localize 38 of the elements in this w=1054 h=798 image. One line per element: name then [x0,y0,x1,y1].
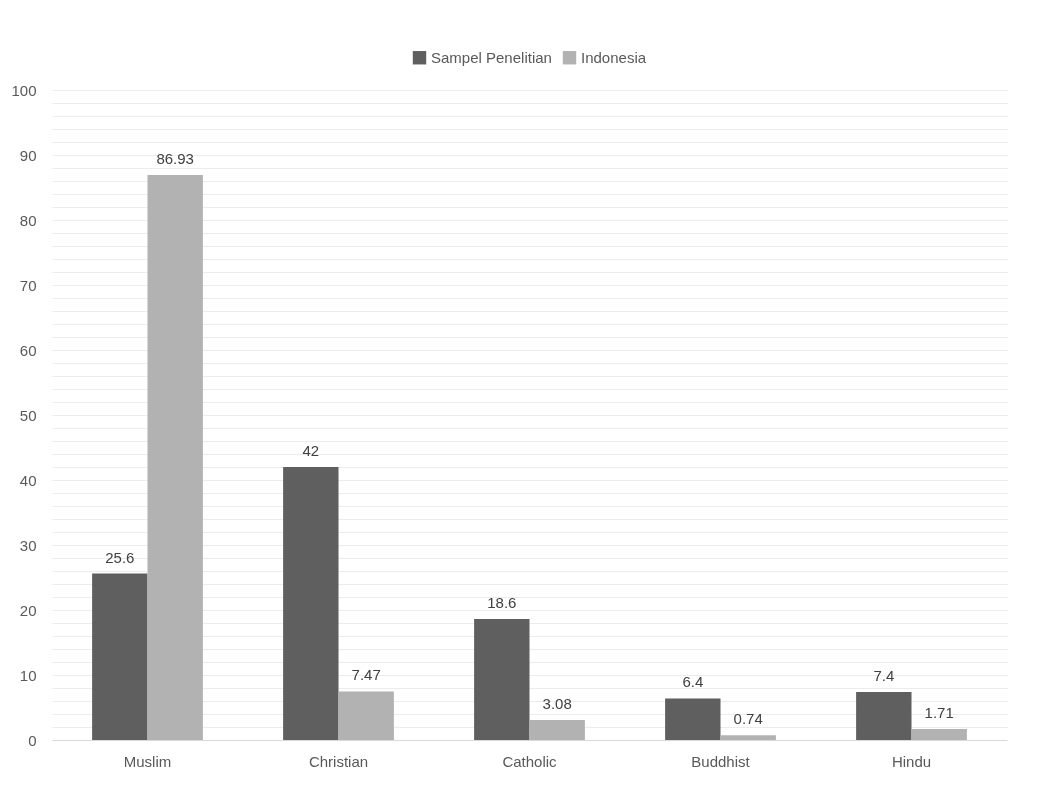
bar [283,467,339,740]
data-label: 25.6 [105,548,135,566]
y-tick-label: 20 [19,601,37,619]
data-label: 0.74 [733,710,763,728]
data-label: 3.08 [542,694,572,712]
bar [147,174,203,740]
legend-label: Sampel Penelitian [431,48,552,66]
y-tick-label: 80 [19,211,37,229]
y-tick-label: 50 [19,406,37,424]
bar [665,698,721,740]
data-label: 1.71 [924,703,954,721]
y-tick-label: 100 [11,81,37,99]
x-tick-label: Muslim [123,752,172,770]
bar [720,735,776,740]
x-tick-label: Catholic [502,752,558,770]
data-label: 7.47 [351,666,381,684]
bar [474,619,530,740]
y-tick-label: 0 [28,731,37,749]
bar [338,691,394,740]
data-label: 42 [302,442,320,459]
x-tick-label: Buddhist [691,752,751,770]
data-label: 18.6 [487,594,517,612]
data-label: 7.4 [873,666,895,684]
bar [529,719,585,740]
y-tick-label: 60 [19,341,37,359]
data-label: 86.93 [156,149,194,167]
y-tick-label: 30 [19,536,37,554]
y-tick-label: 90 [19,146,37,164]
x-tick-label: Christian [308,752,369,770]
y-tick-label: 40 [19,471,37,489]
bar [92,573,148,740]
data-label: 6.4 [682,673,704,691]
x-tick-label: Hindu [891,752,932,770]
bar [856,691,912,740]
y-tick-label: 70 [19,276,37,294]
y-tick-label: 10 [19,666,37,684]
legend-label: Indonesia [581,48,647,66]
bar [911,728,967,740]
